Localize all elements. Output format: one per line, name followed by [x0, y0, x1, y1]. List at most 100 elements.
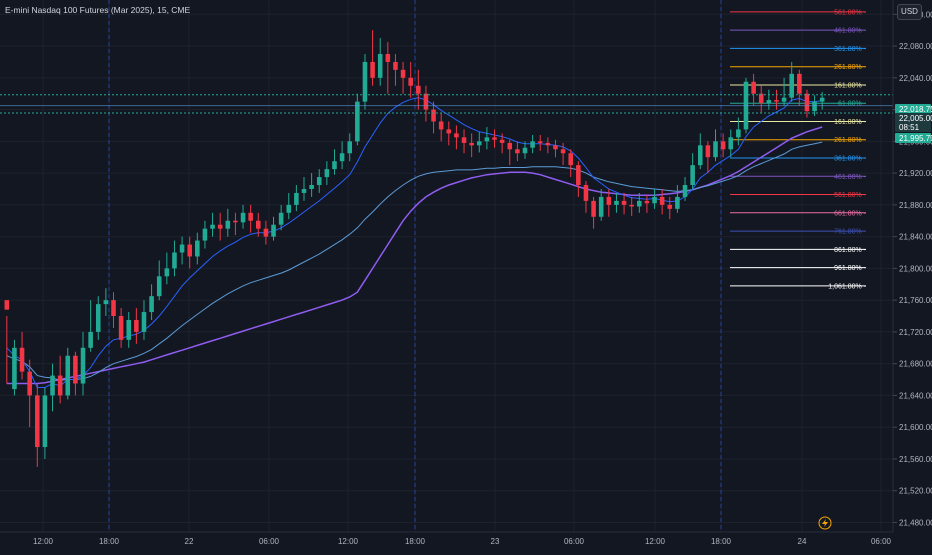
fib-level-label: 561.80% -: [834, 192, 867, 199]
y-tick-label: 21,760.00: [899, 296, 932, 305]
candle-body: [57, 375, 63, 396]
candle-body: [598, 196, 604, 217]
candle-body: [370, 61, 375, 78]
candle-body: [675, 196, 680, 209]
x-tick-label: 18:00: [405, 537, 426, 546]
candle-body: [377, 53, 383, 78]
candle-body: [446, 129, 452, 134]
candle-body: [621, 200, 627, 205]
candle-body: [73, 355, 78, 384]
candle-body: [537, 141, 543, 143]
candle-body: [347, 141, 353, 154]
x-tick-label: 06:00: [564, 537, 585, 546]
candle-body: [476, 141, 482, 146]
candle-body: [774, 100, 779, 102]
candle-body: [530, 141, 535, 148]
candle-body: [210, 224, 215, 229]
candle-body: [629, 204, 634, 207]
price-badge-label: 22,018.75: [899, 105, 932, 114]
currency-button[interactable]: USD: [897, 4, 922, 20]
candle-body: [804, 93, 810, 112]
candle-body: [42, 395, 48, 448]
x-tick-label: 24: [798, 537, 807, 546]
y-tick-label: 21,480.00: [899, 518, 932, 527]
candle-body: [248, 212, 253, 221]
candle-body: [324, 169, 330, 178]
fib-level-label: 461.80% -: [834, 174, 867, 181]
candle-body: [255, 220, 261, 229]
price-badge-label: 21,995.75: [899, 134, 932, 143]
x-tick-label: 12:00: [33, 537, 54, 546]
y-tick-label: 21,600.00: [899, 423, 932, 432]
candle-body: [781, 97, 787, 102]
candle-body: [355, 101, 360, 142]
candle-body: [225, 220, 231, 229]
candle-body: [812, 101, 817, 112]
fib-level-label: 61.80% -: [838, 101, 867, 108]
y-tick-label: 21,640.00: [899, 391, 932, 400]
candle-body: [362, 61, 368, 102]
candle-body: [408, 77, 413, 86]
candle-body: [35, 395, 40, 448]
x-tick-label: 06:00: [871, 537, 892, 546]
lightning-icon[interactable]: [818, 516, 832, 530]
candle-body: [118, 316, 124, 340]
candle-body: [553, 145, 558, 150]
x-tick-label: 23: [491, 537, 500, 546]
fib-level-label: 461.80% -: [834, 28, 867, 35]
candle-body: [758, 93, 764, 104]
candle-body: [156, 276, 162, 297]
candle-body: [95, 304, 101, 332]
candle-body: [301, 188, 307, 193]
candle-body: [797, 73, 802, 94]
candle-body: [583, 185, 589, 201]
candle-body: [217, 224, 223, 229]
price-badge: [895, 104, 931, 114]
x-axis-background: [0, 532, 932, 550]
candle-body: [164, 268, 170, 277]
candle-body: [278, 212, 284, 225]
candle-body: [461, 137, 467, 143]
fib-level-label: 161.80% -: [834, 82, 867, 89]
candle-body: [431, 109, 436, 122]
candle-body: [385, 53, 391, 62]
y-tick-label: 21,560.00: [899, 455, 932, 464]
fib-level-label: 361.80% -: [834, 156, 867, 163]
candle-body: [240, 212, 246, 223]
price-badge: [895, 133, 931, 143]
candle-body: [720, 141, 726, 150]
y-tick-label: 21,520.00: [899, 487, 932, 496]
candle-body: [339, 153, 345, 162]
candle-body: [111, 300, 116, 317]
price-badge: [895, 113, 931, 123]
x-tick-label: 18:00: [711, 537, 732, 546]
candle-body: [507, 142, 513, 150]
candle-body: [179, 244, 185, 253]
candle-body: [316, 177, 322, 186]
candle-body: [789, 73, 794, 98]
fib-level-label: 961.80% -: [834, 265, 867, 272]
x-tick-label: 06:00: [259, 537, 280, 546]
y-tick-label: 21,680.00: [899, 360, 932, 369]
y-tick-label: 22,080.00: [899, 42, 932, 51]
candle-body: [560, 149, 566, 154]
price-badge: [895, 122, 931, 132]
candle-body: [637, 200, 642, 207]
fib-level-label: 1,061.80% -: [828, 283, 866, 290]
y-tick-label: 21,840.00: [899, 233, 932, 242]
candle-body: [195, 240, 200, 257]
candle-body: [271, 224, 276, 237]
candle-body: [614, 200, 619, 205]
candle-body: [484, 137, 490, 142]
fib-level-label: 361.80% -: [834, 46, 867, 53]
candle-body: [736, 129, 741, 138]
y-tick-label: 21,880.00: [899, 201, 932, 210]
candle-body: [65, 355, 71, 396]
candle-body: [416, 85, 421, 94]
candle-body: [766, 100, 772, 104]
candle-body: [4, 300, 10, 310]
candle-body: [393, 61, 398, 70]
candle-body: [705, 145, 711, 158]
